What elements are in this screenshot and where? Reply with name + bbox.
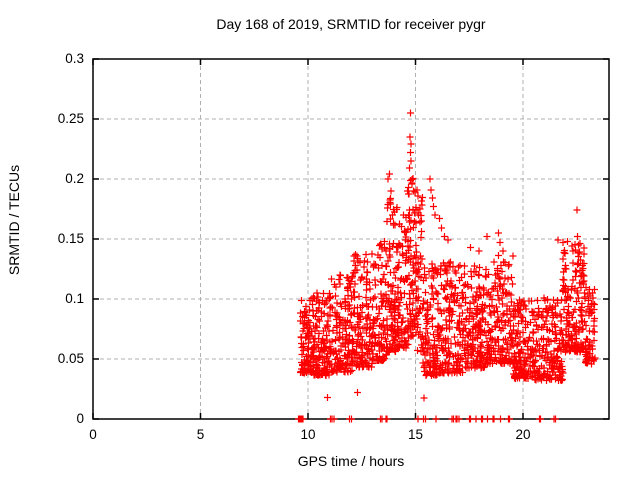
y-tick-label-0: 0	[76, 411, 84, 426]
y-tick-label-0.2: 0.2	[65, 171, 84, 186]
y-tick-label-0.05: 0.05	[57, 351, 84, 366]
x-axis-label: GPS time / hours	[297, 453, 405, 469]
x-tick-label-20: 20	[515, 427, 531, 442]
y-tick-label-0.3: 0.3	[65, 51, 84, 66]
scatter-points	[295, 109, 599, 423]
x-tick-label-15: 15	[407, 427, 424, 442]
x-tick-label-5: 5	[196, 427, 205, 442]
y-tick-label-0.25: 0.25	[57, 111, 84, 126]
x-tick-label-10: 10	[300, 427, 316, 442]
y-tick-label-0.15: 0.15	[57, 231, 84, 246]
gridlines	[93, 59, 609, 419]
x-tick-label-0: 0	[89, 427, 97, 442]
chart-title: Day 168 of 2019, SRMTID for receiver pyg…	[216, 16, 486, 32]
axis-ticks	[92, 58, 609, 420]
y-tick-label-0.1: 0.1	[65, 291, 84, 306]
